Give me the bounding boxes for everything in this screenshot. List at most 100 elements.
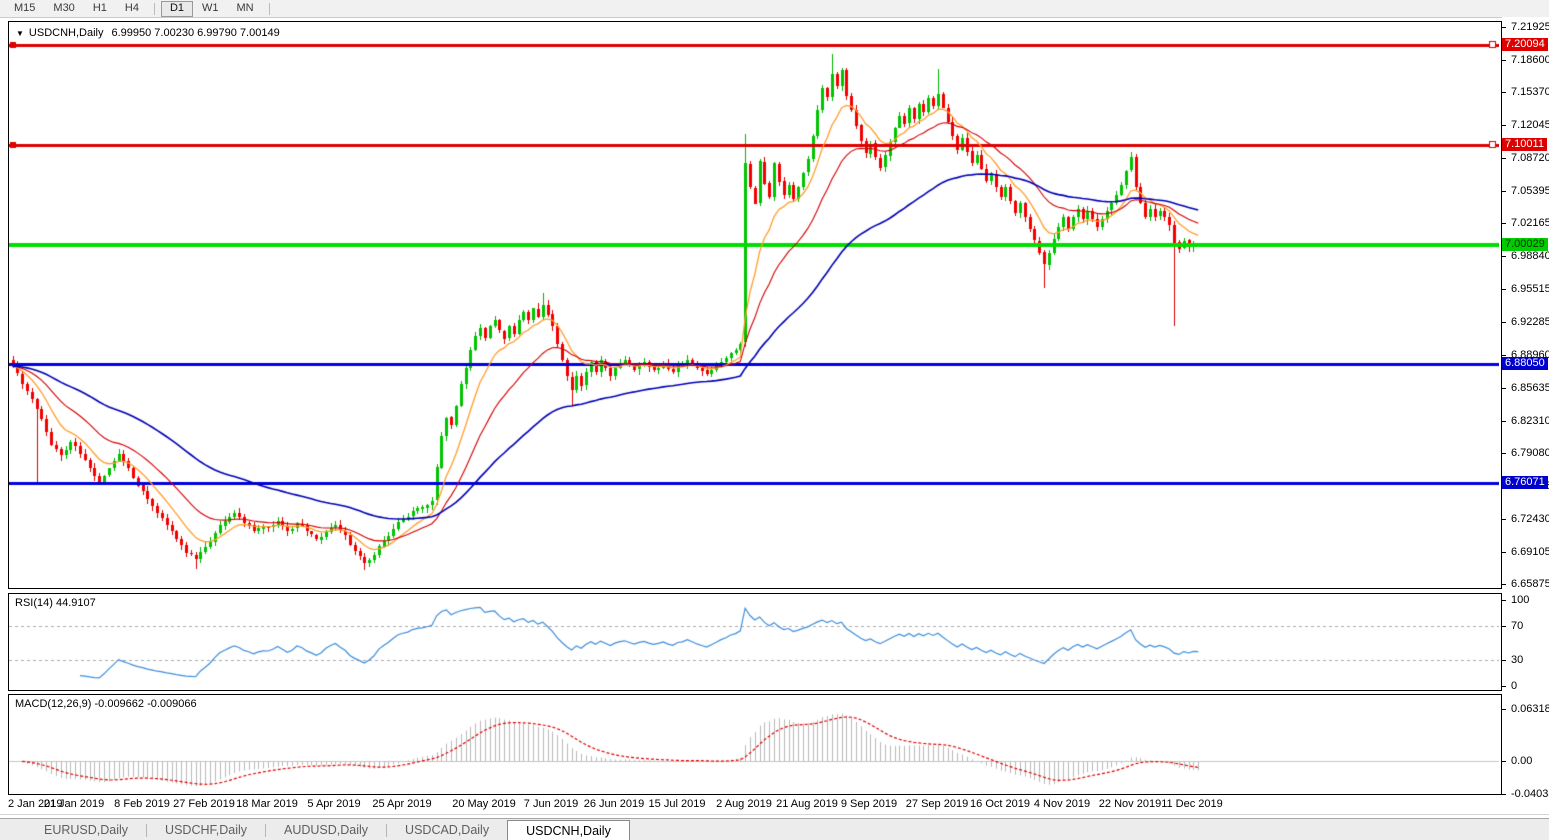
timeframe-button-h4[interactable]: H4 <box>124 2 139 14</box>
price-chart-canvas[interactable] <box>9 22 1499 586</box>
price-axis-tick: 6.69105 <box>1511 546 1549 558</box>
macd-axis-tick: -0.040355 <box>1511 788 1549 800</box>
axis-tick-mark <box>1502 60 1506 61</box>
time-axis-label: 11 Dec 2019 <box>1161 798 1223 810</box>
axis-tick-mark <box>1502 794 1506 795</box>
axis-tick-mark <box>1502 289 1506 290</box>
hline-price-tag[interactable]: 7.20094 <box>1502 38 1548 51</box>
time-axis-label: 5 Apr 2019 <box>307 798 361 810</box>
time-axis-label: 16 Oct 2019 <box>970 798 1030 810</box>
axis-tick-mark <box>1502 355 1506 356</box>
axis-tick-mark <box>1502 421 1506 422</box>
axis-tick-mark <box>1502 519 1506 520</box>
axis-tick-mark <box>1502 686 1506 687</box>
price-axis-tick: 7.05395 <box>1511 185 1549 197</box>
axis-tick-mark <box>1502 626 1506 627</box>
tab-separator <box>146 824 148 837</box>
toolbar-separator <box>153 2 155 15</box>
price-axis-tick: 6.98840 <box>1511 250 1549 262</box>
chart-tab-bar: EURUSD,Daily USDCHF,Daily AUDUSD,Daily USDC… <box>0 818 1549 840</box>
axis-tick-mark <box>1502 388 1506 389</box>
toolbar-separator <box>268 2 270 15</box>
macd-axis-tick: 0.00 <box>1511 755 1533 767</box>
timeframe-button-w1[interactable]: W1 <box>202 2 219 14</box>
chart-tab-usdcad[interactable]: USDCAD,Daily <box>405 823 490 837</box>
rsi-axis-tick: 70 <box>1511 620 1524 632</box>
rsi-label: RSI(14) 44.9107 <box>15 597 96 609</box>
timeframe-button-h1[interactable]: H1 <box>92 2 107 14</box>
timeframe-button-m15[interactable]: M15 <box>14 2 36 14</box>
time-axis[interactable]: 2 Jan 2019 21 Jan 2019 8 Feb 2019 27 Feb 20… <box>8 795 1502 813</box>
tab-separator <box>386 824 388 837</box>
hline-price-tag[interactable]: 7.10011 <box>1502 138 1547 151</box>
timeframe-button-mn[interactable]: MN <box>236 2 254 14</box>
time-axis-label: 21 Aug 2019 <box>776 798 838 810</box>
chart-ohlc-values: 6.99950 7.00230 6.99790 7.00149 <box>111 27 280 39</box>
hline-price-tag[interactable]: 6.76071 <box>1502 476 1548 489</box>
price-axis-tick: 6.79080 <box>1511 447 1549 459</box>
axis-tick-mark <box>1502 322 1506 323</box>
chart-tab-usdcnh[interactable]: USDCNH,Daily <box>507 820 630 840</box>
rsi-axis-tick: 0 <box>1511 680 1518 692</box>
axis-tick-mark <box>1502 191 1506 192</box>
macd-indicator-pane[interactable]: MACD(12,26,9) -0.009662 -0.009066 <box>8 694 1502 795</box>
chart-tab-audusd[interactable]: AUDUSD,Daily <box>284 823 369 837</box>
statusbar-divider <box>0 814 1549 815</box>
chart-tab-eurusd[interactable]: EURUSD,Daily <box>44 823 129 837</box>
time-axis-label: 2 Jan 2019 <box>8 798 63 810</box>
rsi-axis-tick: 100 <box>1511 594 1530 606</box>
macd-label: MACD(12,26,9) -0.009662 -0.009066 <box>15 698 197 710</box>
price-axis-tick: 6.65875 <box>1511 578 1549 590</box>
axis-tick-mark <box>1502 158 1506 159</box>
timeframe-button-d1[interactable]: D1 <box>160 0 193 17</box>
macd-canvas[interactable] <box>9 695 1499 792</box>
axis-tick-mark <box>1502 584 1506 585</box>
axis-tick-mark <box>1502 256 1506 257</box>
hline-price-tag[interactable]: 7.00029 <box>1502 238 1548 251</box>
rsi-indicator-pane[interactable]: RSI(14) 44.9107 <box>8 593 1502 691</box>
timeframe-button-m30[interactable]: M30 <box>53 2 75 14</box>
tab-separator <box>265 824 266 837</box>
price-axis-tick: 7.08720 <box>1511 152 1549 164</box>
price-axis-tick: 6.95515 <box>1511 283 1549 295</box>
price-chart-pane[interactable]: ▼ USDCNH,Daily 6.99950 7.00230 6.99790 7… <box>8 21 1502 589</box>
axis-tick-mark <box>1502 223 1506 224</box>
time-axis-label: 26 Jun 2019 <box>583 798 645 810</box>
axis-tick-mark <box>1502 600 1506 601</box>
time-axis-label: 8 Feb 2019 <box>114 798 170 810</box>
price-axis-tick: 7.15370 <box>1511 86 1549 98</box>
time-axis-label: 27 Feb 2019 <box>173 798 235 810</box>
price-axis-tick: 7.02165 <box>1511 217 1549 229</box>
time-axis-label: 21 Jan 2019 <box>43 798 105 810</box>
time-axis-label: 22 Nov 2019 <box>1098 798 1162 810</box>
price-axis-tick: 7.12045 <box>1511 119 1549 131</box>
symbol-dropdown-icon[interactable]: ▼ <box>16 28 24 38</box>
price-axis[interactable]: 7.21925 7.18600 7.15370 7.12045 7.08720 7.053… <box>1502 17 1549 817</box>
price-axis-tick: 7.18600 <box>1511 54 1549 66</box>
time-axis-label: 7 Jun 2019 <box>523 798 579 810</box>
rsi-axis-tick: 30 <box>1511 654 1524 666</box>
axis-tick-mark <box>1502 27 1506 28</box>
time-axis-label: 15 Jul 2019 <box>648 798 706 810</box>
axis-tick-mark <box>1502 125 1506 126</box>
axis-tick-mark <box>1502 92 1506 93</box>
hline-price-tag[interactable]: 6.88050 <box>1502 357 1548 370</box>
time-axis-label: 18 Mar 2019 <box>236 798 298 810</box>
chart-symbol-label: USDCNH,Daily <box>28 27 104 39</box>
time-axis-label: 20 May 2019 <box>452 798 516 810</box>
chart-title: ▼ USDCNH,Daily 6.99950 7.00230 6.99790 7… <box>16 27 280 39</box>
price-axis-tick: 6.92285 <box>1511 316 1549 328</box>
price-axis-tick: 6.72430 <box>1511 513 1549 525</box>
price-axis-tick: 6.85635 <box>1511 382 1549 394</box>
axis-tick-mark <box>1502 660 1506 661</box>
axis-tick-mark <box>1502 453 1506 454</box>
chart-tab-usdchf[interactable]: USDCHF,Daily <box>165 823 247 837</box>
price-axis-tick: 7.21925 <box>1511 21 1549 33</box>
time-axis-label: 4 Nov 2019 <box>1033 798 1091 810</box>
time-axis-label: 9 Sep 2019 <box>840 798 898 810</box>
rsi-canvas[interactable] <box>9 594 1499 688</box>
time-axis-label: 2 Aug 2019 <box>716 798 772 810</box>
price-axis-tick: 6.82310 <box>1511 415 1549 427</box>
macd-axis-tick: 0.063184 <box>1511 703 1549 715</box>
